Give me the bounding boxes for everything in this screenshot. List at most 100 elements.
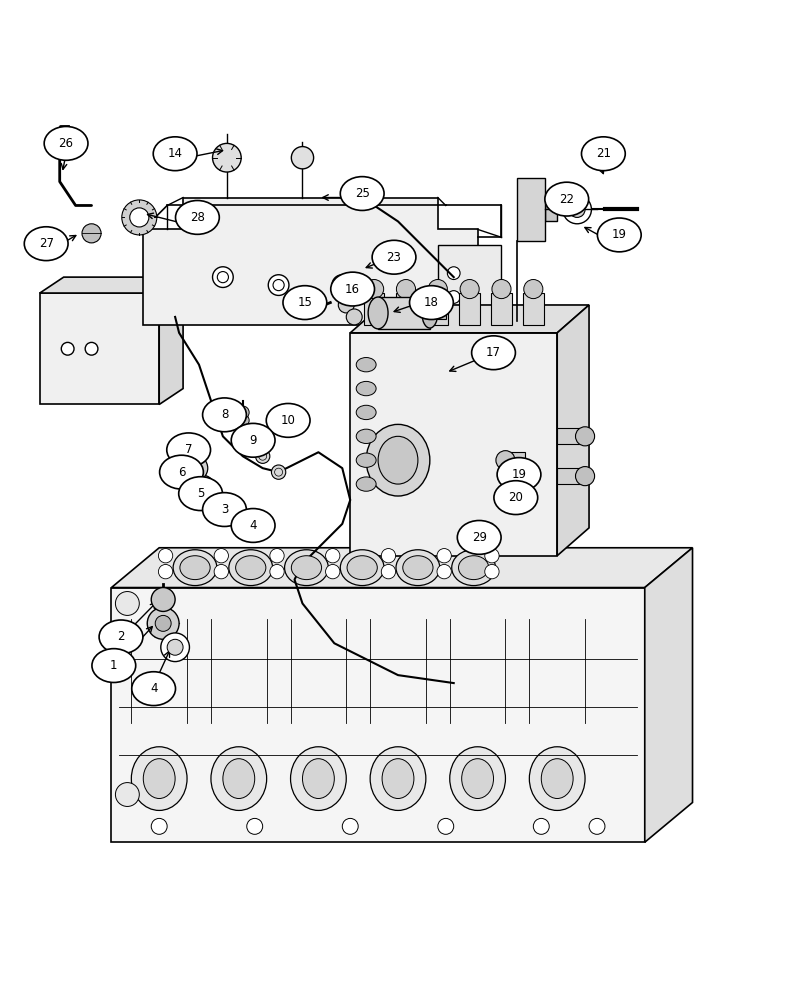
Ellipse shape	[92, 649, 135, 682]
Text: 16: 16	[345, 283, 360, 296]
Circle shape	[270, 549, 284, 563]
Text: 5: 5	[197, 487, 205, 500]
Polygon shape	[523, 293, 544, 325]
Polygon shape	[545, 198, 557, 221]
Ellipse shape	[357, 429, 377, 443]
Polygon shape	[427, 293, 448, 325]
Circle shape	[342, 818, 358, 834]
Circle shape	[365, 280, 384, 299]
Circle shape	[151, 818, 167, 834]
Ellipse shape	[452, 550, 495, 586]
Circle shape	[85, 342, 98, 355]
Circle shape	[240, 433, 254, 447]
Ellipse shape	[494, 481, 538, 515]
Circle shape	[158, 549, 173, 563]
Circle shape	[214, 549, 228, 563]
Text: 10: 10	[281, 414, 295, 427]
Ellipse shape	[45, 126, 88, 160]
Ellipse shape	[396, 550, 439, 586]
Text: 28: 28	[190, 211, 205, 224]
Circle shape	[381, 564, 396, 579]
Ellipse shape	[471, 336, 516, 370]
Circle shape	[213, 267, 233, 287]
Circle shape	[236, 414, 249, 427]
Ellipse shape	[291, 556, 322, 580]
Polygon shape	[430, 307, 446, 319]
Text: 4: 4	[150, 682, 158, 695]
Text: 20: 20	[509, 491, 523, 504]
Ellipse shape	[202, 398, 247, 432]
Text: 19: 19	[612, 228, 626, 241]
Ellipse shape	[266, 403, 310, 437]
Circle shape	[189, 462, 201, 475]
Ellipse shape	[153, 137, 197, 171]
Text: 14: 14	[168, 147, 182, 160]
Ellipse shape	[378, 436, 418, 484]
Text: 2: 2	[117, 630, 125, 643]
Circle shape	[485, 564, 499, 579]
Ellipse shape	[174, 550, 217, 586]
Ellipse shape	[529, 747, 585, 810]
Circle shape	[167, 639, 183, 655]
Circle shape	[130, 208, 149, 227]
Ellipse shape	[24, 227, 68, 261]
Polygon shape	[505, 452, 525, 468]
Polygon shape	[364, 293, 384, 325]
Ellipse shape	[302, 759, 334, 798]
Text: 8: 8	[220, 408, 228, 421]
Circle shape	[589, 818, 605, 834]
Polygon shape	[350, 305, 589, 333]
Ellipse shape	[457, 520, 501, 554]
Ellipse shape	[131, 747, 187, 810]
Circle shape	[396, 280, 416, 299]
Polygon shape	[557, 305, 589, 556]
Ellipse shape	[357, 477, 377, 491]
Circle shape	[326, 549, 340, 563]
Polygon shape	[143, 198, 478, 325]
Ellipse shape	[581, 137, 626, 171]
Text: 21: 21	[596, 147, 611, 160]
Circle shape	[256, 449, 270, 463]
Circle shape	[338, 297, 354, 313]
Text: 26: 26	[59, 137, 73, 150]
Circle shape	[122, 200, 157, 235]
Polygon shape	[491, 293, 512, 325]
Circle shape	[576, 427, 595, 446]
Polygon shape	[40, 277, 183, 293]
Circle shape	[492, 280, 511, 299]
Circle shape	[155, 615, 171, 631]
Ellipse shape	[370, 747, 426, 810]
Text: 3: 3	[220, 503, 228, 516]
Polygon shape	[438, 245, 501, 325]
Ellipse shape	[159, 455, 204, 489]
Circle shape	[147, 607, 179, 639]
Circle shape	[438, 818, 454, 834]
Text: 7: 7	[185, 443, 193, 456]
Text: 19: 19	[512, 468, 526, 481]
Ellipse shape	[597, 218, 642, 252]
Circle shape	[161, 633, 189, 662]
Polygon shape	[557, 468, 585, 484]
Ellipse shape	[236, 556, 266, 580]
Circle shape	[428, 280, 447, 299]
Polygon shape	[350, 333, 557, 556]
Circle shape	[291, 147, 314, 169]
Text: 4: 4	[249, 519, 257, 532]
Ellipse shape	[410, 286, 454, 320]
Polygon shape	[557, 428, 585, 444]
Polygon shape	[40, 293, 159, 404]
Ellipse shape	[382, 759, 414, 798]
Ellipse shape	[229, 550, 272, 586]
Ellipse shape	[544, 182, 588, 216]
Ellipse shape	[340, 550, 384, 586]
Circle shape	[197, 481, 209, 492]
Circle shape	[158, 564, 173, 579]
Text: 15: 15	[298, 296, 312, 309]
Circle shape	[61, 342, 74, 355]
Ellipse shape	[498, 458, 541, 491]
Text: 17: 17	[486, 346, 501, 359]
Ellipse shape	[347, 556, 377, 580]
Text: 9: 9	[249, 434, 257, 447]
Text: 29: 29	[472, 531, 486, 544]
Polygon shape	[517, 178, 545, 241]
